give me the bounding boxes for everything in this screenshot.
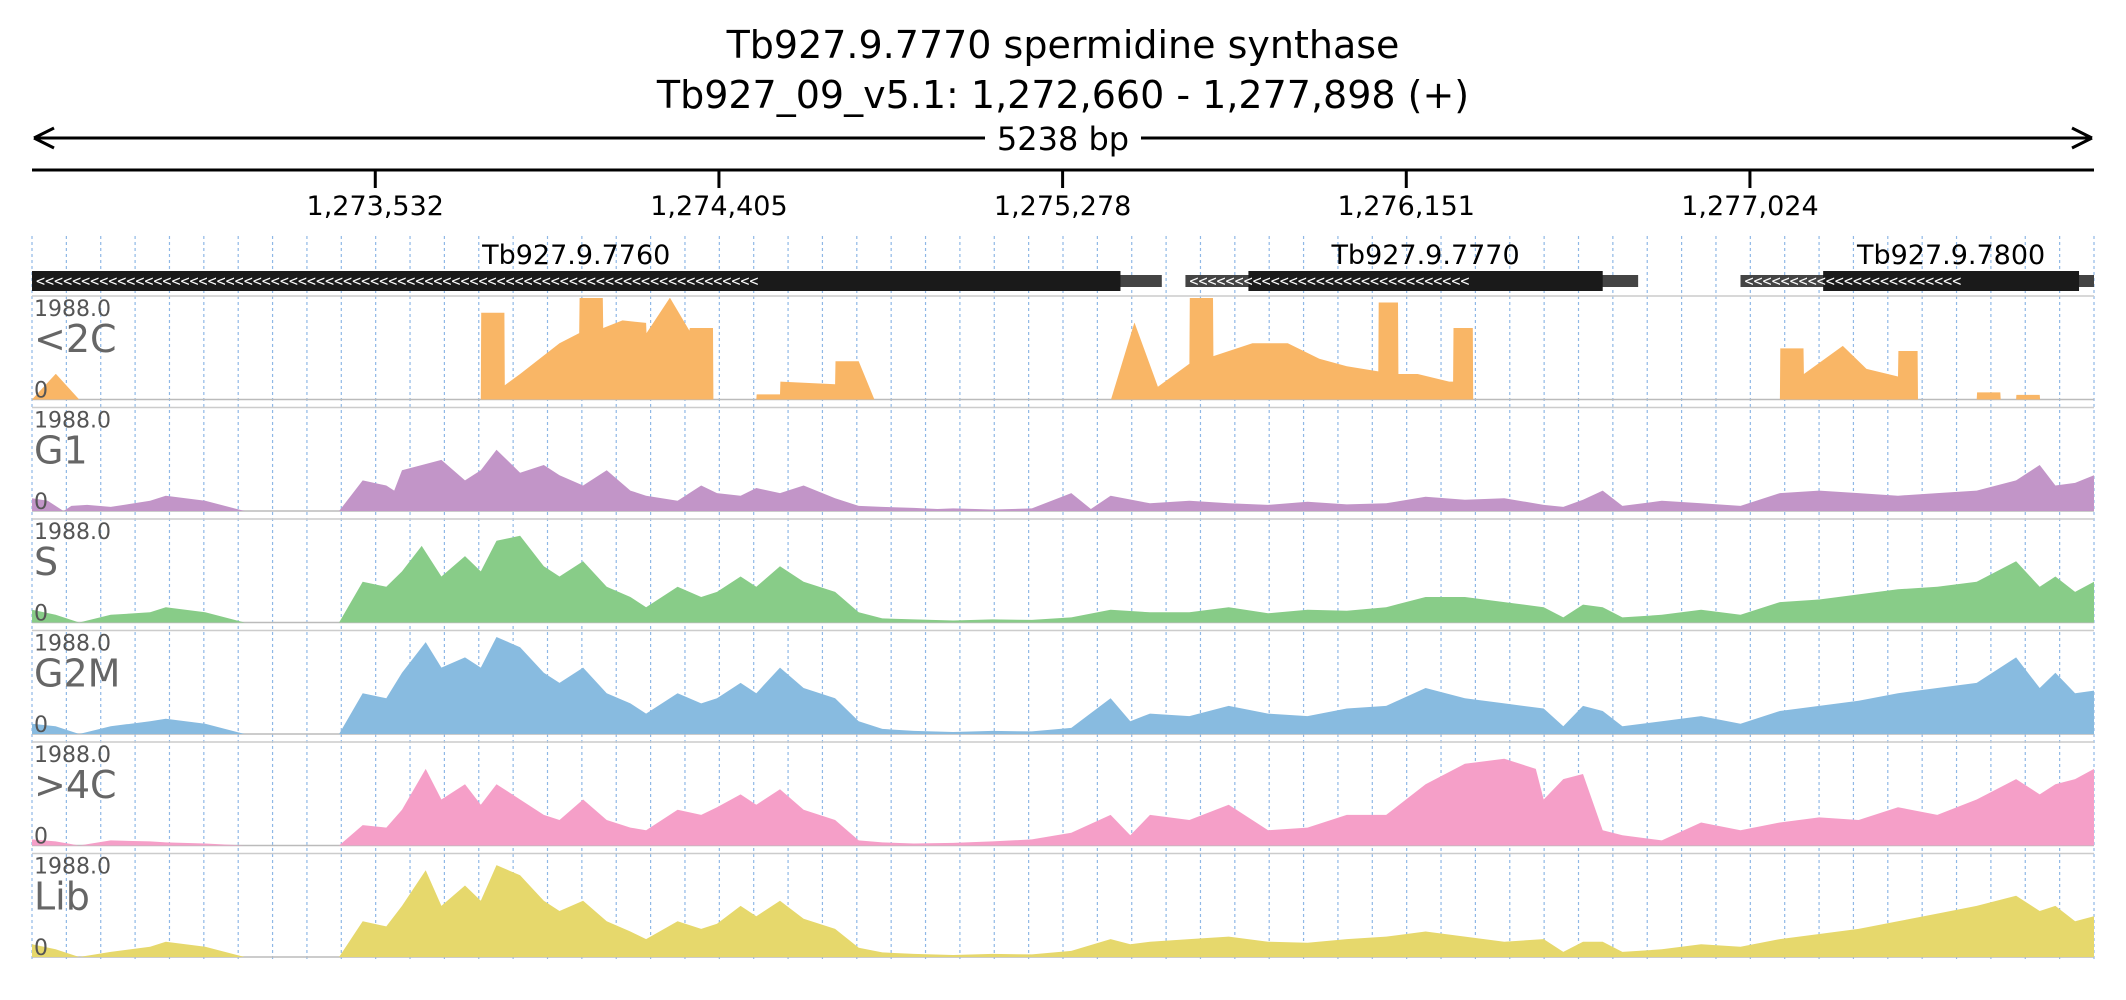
x-tick-label-3: 1,276,151 <box>1338 191 1475 222</box>
gene-label-2: Tb927.9.7800 <box>1856 240 2045 271</box>
span-arrow-left-head <box>33 126 55 150</box>
track-max-label-3: 1988.0 <box>34 632 111 657</box>
track-min-label-0: 0 <box>34 379 48 404</box>
track-min-label-2: 0 <box>34 602 48 627</box>
coverage-area-1 <box>32 449 2094 511</box>
span-arrow-right-head <box>2071 126 2093 150</box>
track-max-label-1: 1988.0 <box>34 409 111 434</box>
coverage-area-4 <box>32 758 2094 846</box>
track-4: 1988.0>4C 0 <box>32 741 2094 850</box>
x-tick-label-1: 1,274,405 <box>650 191 787 222</box>
gene-annotation-track: <<<<<<<<<<<<<<<<<<<<<<<<<<<<<<<<<<<<<<<<… <box>32 240 2094 291</box>
coordinate-axis-ticks: 1,273,532 1,274,405 1,275,278 1,276,151 1,27… <box>307 170 1819 222</box>
gene-label-1: Tb927.9.7770 <box>1330 240 1519 271</box>
chart-title: Tb927.9.7770 spermidine synthase <box>726 23 1400 67</box>
gene-cds-0 <box>32 271 1121 291</box>
track-max-label-4: 1988.0 <box>34 743 111 768</box>
track-name-3: G2M <box>34 652 120 696</box>
track-max-label-2: 1988.0 <box>34 520 111 545</box>
track-max-label-0: 1988.0 <box>34 297 111 322</box>
track-name-5: Lib <box>34 875 90 919</box>
x-tick-label-0: 1,273,532 <box>307 191 444 222</box>
coverage-area-5 <box>32 865 2094 957</box>
x-tick-label-4: 1,277,024 <box>1681 191 1818 222</box>
coverage-tracks: 1988.0<2C01988.0G101988.0S01988.0G2M0198… <box>32 295 2094 961</box>
gene-label-0: Tb927.9.7760 <box>481 240 670 271</box>
track-name-0: <2C <box>34 317 117 361</box>
track-name-4: >4C <box>34 763 117 807</box>
coverage-area-0 <box>32 298 2094 400</box>
span-label-background <box>985 120 1141 158</box>
track-2: 1988.0S 0 <box>32 518 2094 627</box>
coverage-area-2 <box>32 535 2094 623</box>
x-tick-label-2: 1,275,278 <box>994 191 1131 222</box>
gene-strand-arrows-2: <<<<<<<<<<<<<<<<<<<<<<<< <box>1744 272 1961 290</box>
track-0: 1988.0<2C 0 <box>32 295 2094 404</box>
gene-cds-1 <box>1248 271 1603 291</box>
track-1: 1988.0G1 0 <box>32 406 2094 515</box>
track-min-label-1: 0 <box>34 490 48 515</box>
track-min-label-3: 0 <box>34 713 48 738</box>
gene-strand-arrows-0: <<<<<<<<<<<<<<<<<<<<<<<<<<<<<<<<<<<<<<<<… <box>36 272 758 290</box>
track-name-2: S <box>34 540 58 584</box>
track-min-label-5: 0 <box>34 936 48 961</box>
span-length-label: 5238 bp <box>997 120 1129 158</box>
gene-strand-arrows-1: <<<<<<<<<<<<<<<<<<<<<<<<<<<<<<< <box>1189 272 1469 290</box>
gene-cds-2 <box>1823 271 2080 291</box>
coverage-area-3 <box>32 637 2094 734</box>
track-name-1: G1 <box>34 429 88 473</box>
track-max-label-5: 1988.0 <box>34 855 111 880</box>
track-min-label-4: 0 <box>34 825 48 850</box>
chart-subtitle-coordinates: Tb927_09_v5.1: 1,272,660 - 1,277,898 (+) <box>656 73 1469 117</box>
span-ruler: 5238 bp <box>33 120 2093 158</box>
